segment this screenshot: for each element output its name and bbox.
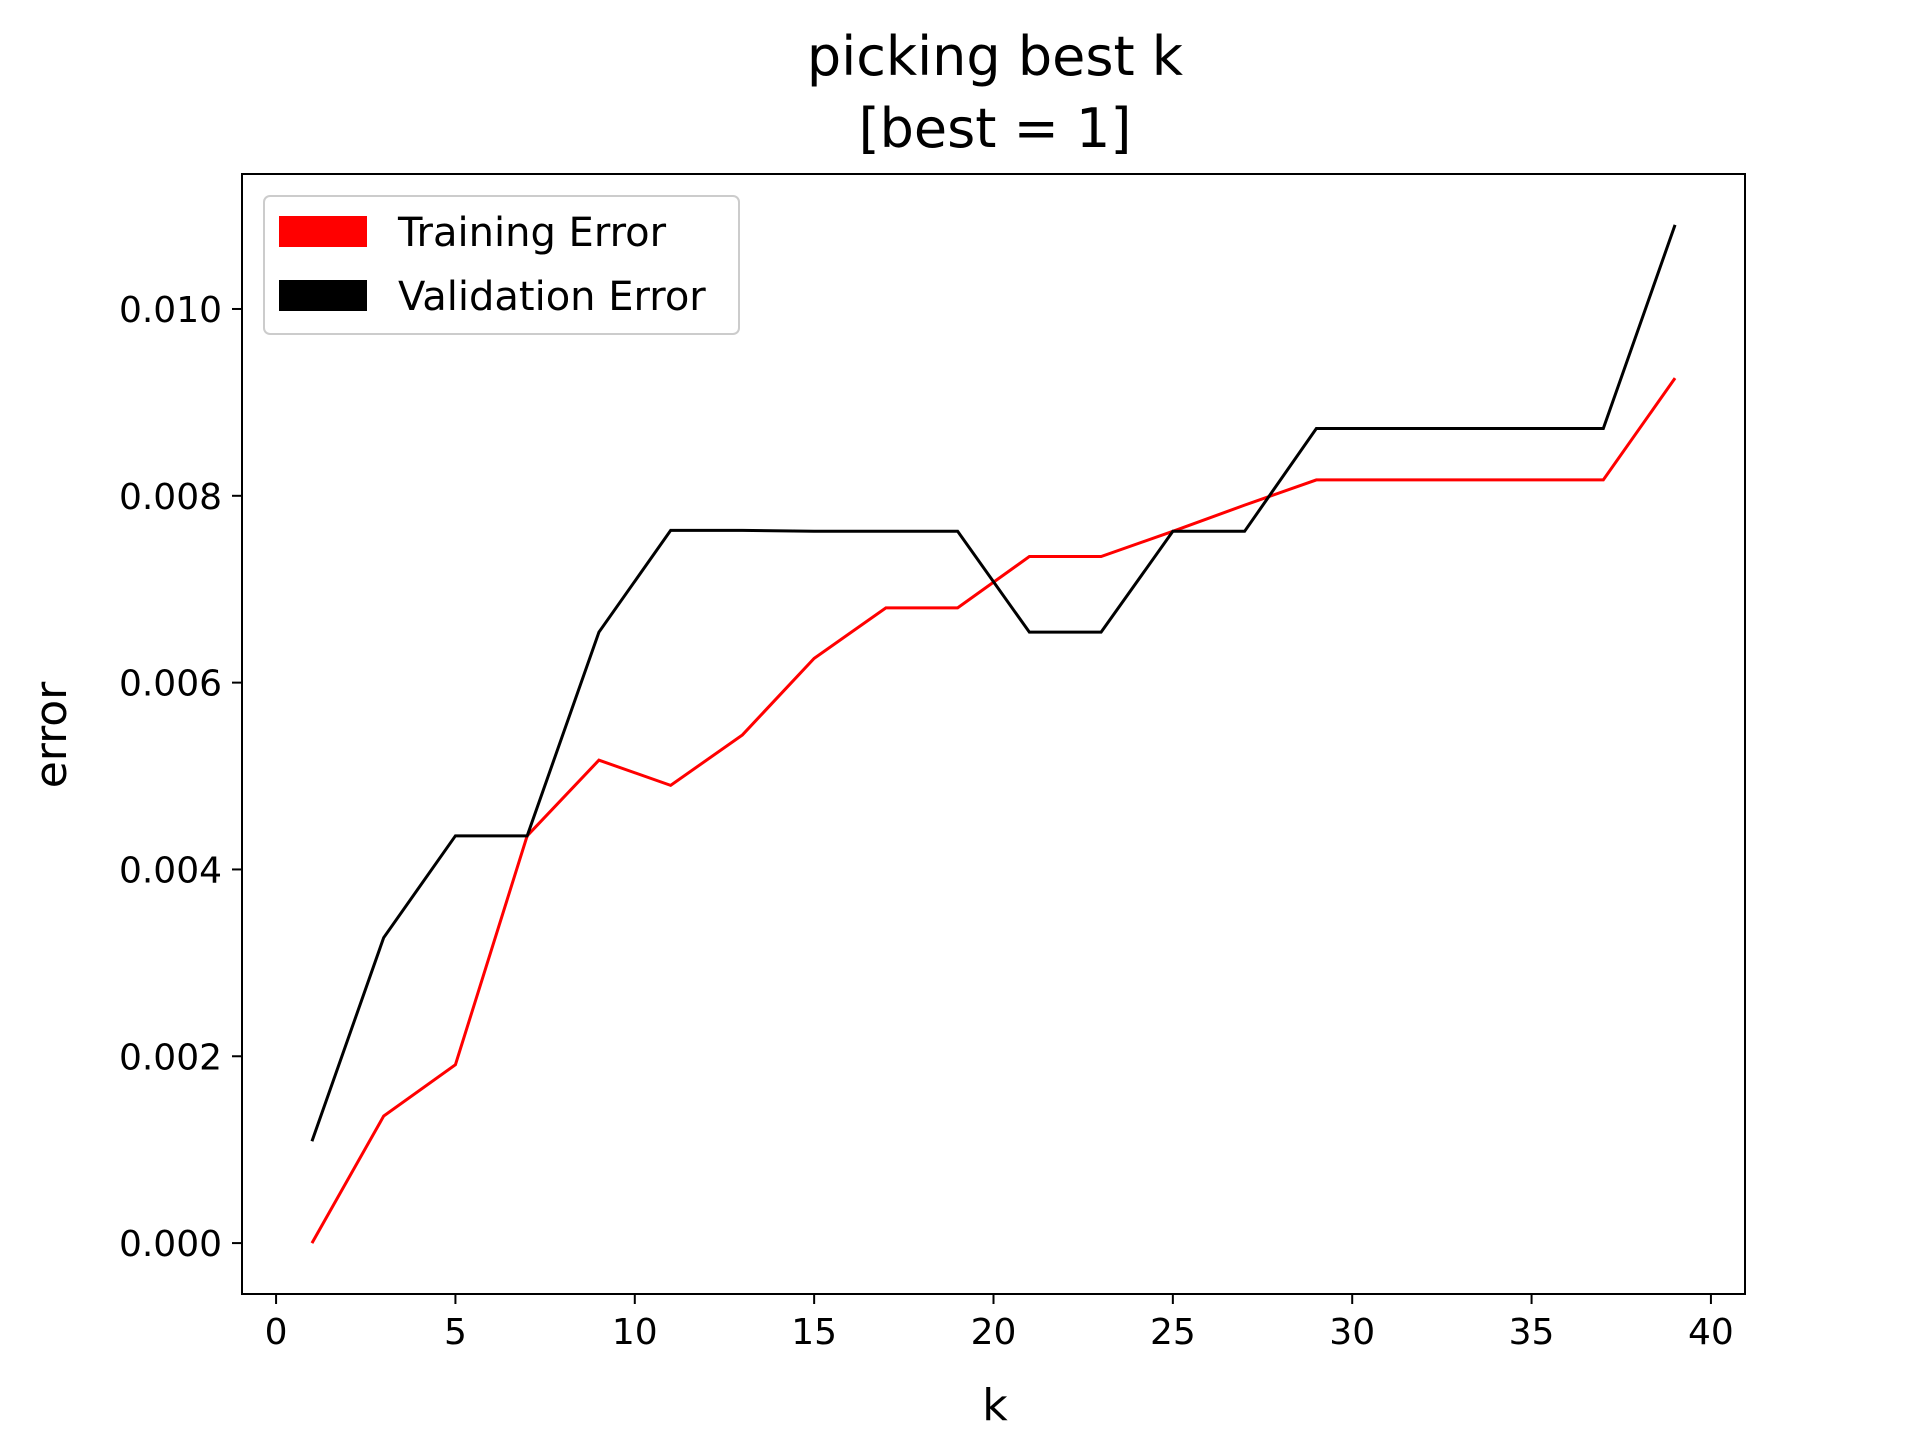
y-tick-label: 0.004 [119, 850, 222, 891]
x-tick-label: 25 [1150, 1312, 1196, 1353]
series-group [310, 224, 1677, 1244]
x-tick-label: 20 [971, 1312, 1017, 1353]
y-tick-label: 0.010 [119, 290, 222, 331]
chart-title-line-1: picking best k [807, 25, 1184, 88]
legend-label-validation: Validation Error [398, 274, 706, 320]
x-tick-label: 40 [1688, 1312, 1734, 1353]
x-tick-label: 0 [265, 1312, 288, 1353]
x-ticks-group: 0 5 10 15 20 25 30 35 40 [265, 1294, 1734, 1353]
x-tick-label: 5 [444, 1312, 467, 1353]
x-tick-label: 30 [1329, 1312, 1375, 1353]
x-tick-label: 15 [791, 1312, 837, 1353]
legend-swatch-training [279, 216, 367, 247]
validation-error-line [310, 224, 1677, 1142]
x-axis-label: k [982, 1380, 1008, 1431]
legend-label-training: Training Error [397, 210, 667, 256]
x-tick-label: 10 [612, 1312, 658, 1353]
y-axis-label: error [26, 681, 77, 788]
legend-swatch-validation [279, 280, 367, 311]
x-tick-label: 35 [1509, 1312, 1555, 1353]
legend: Training Error Validation Error [263, 195, 740, 335]
y-tick-label: 0.002 [119, 1037, 222, 1078]
y-tick-label: 0.000 [119, 1224, 222, 1265]
chart-title-line-2: [best = 1] [859, 97, 1132, 160]
plot-frame [241, 173, 1746, 1295]
plot-area [242, 174, 1745, 1294]
y-tick-label: 0.006 [119, 664, 222, 705]
legend-frame [263, 195, 740, 335]
y-tick-label: 0.008 [119, 477, 222, 518]
y-ticks-group: 0.000 0.002 0.004 0.006 0.008 0.010 [119, 290, 242, 1265]
